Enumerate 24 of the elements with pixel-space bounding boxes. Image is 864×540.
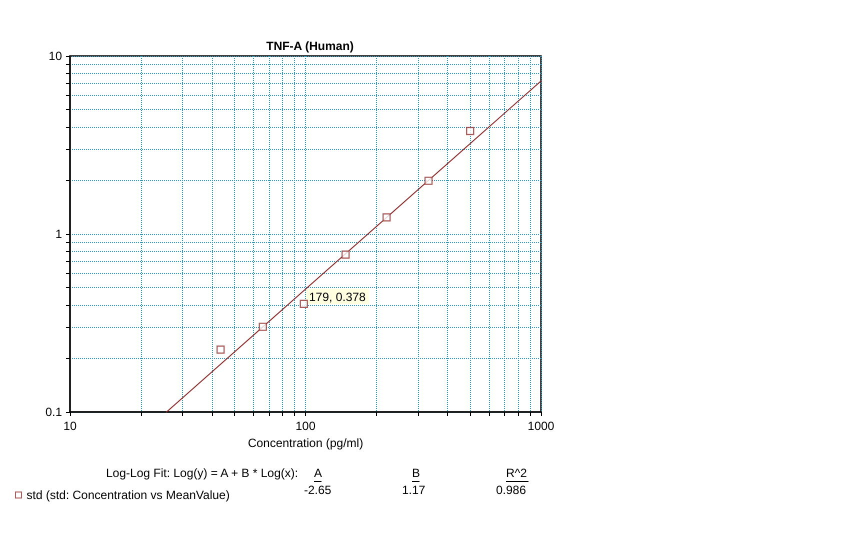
point xyxy=(258,322,267,331)
point xyxy=(341,250,350,259)
point xyxy=(216,346,225,354)
text: R^2 xyxy=(506,466,528,480)
y-tick-label: 0.1 xyxy=(45,405,62,419)
point xyxy=(466,126,474,136)
text: B xyxy=(412,466,420,480)
text: 0.986 xyxy=(496,483,526,497)
point xyxy=(300,300,308,308)
text: 1.17 xyxy=(402,483,426,497)
x-tick-label: 100 xyxy=(295,419,316,433)
x-tick-label: 1000 xyxy=(528,419,555,433)
legend-label: std (std: Concentration vs MeanValue) xyxy=(26,488,230,502)
text: A xyxy=(314,466,322,480)
y-tick-label: 10 xyxy=(48,49,62,63)
text: -2.65 xyxy=(304,483,332,497)
text: Log-Log Fit: Log(y) = A + B * Log(x): xyxy=(106,466,298,480)
annotation: 179, 0.378 xyxy=(309,290,366,304)
y-tick-label: 1 xyxy=(55,227,62,241)
point xyxy=(424,176,433,185)
chart-title: TNF-A (Human) xyxy=(266,39,354,53)
x-tick-label: 10 xyxy=(63,419,77,433)
x-axis-title: Concentration (pg/ml) xyxy=(248,436,364,450)
point xyxy=(382,213,391,222)
